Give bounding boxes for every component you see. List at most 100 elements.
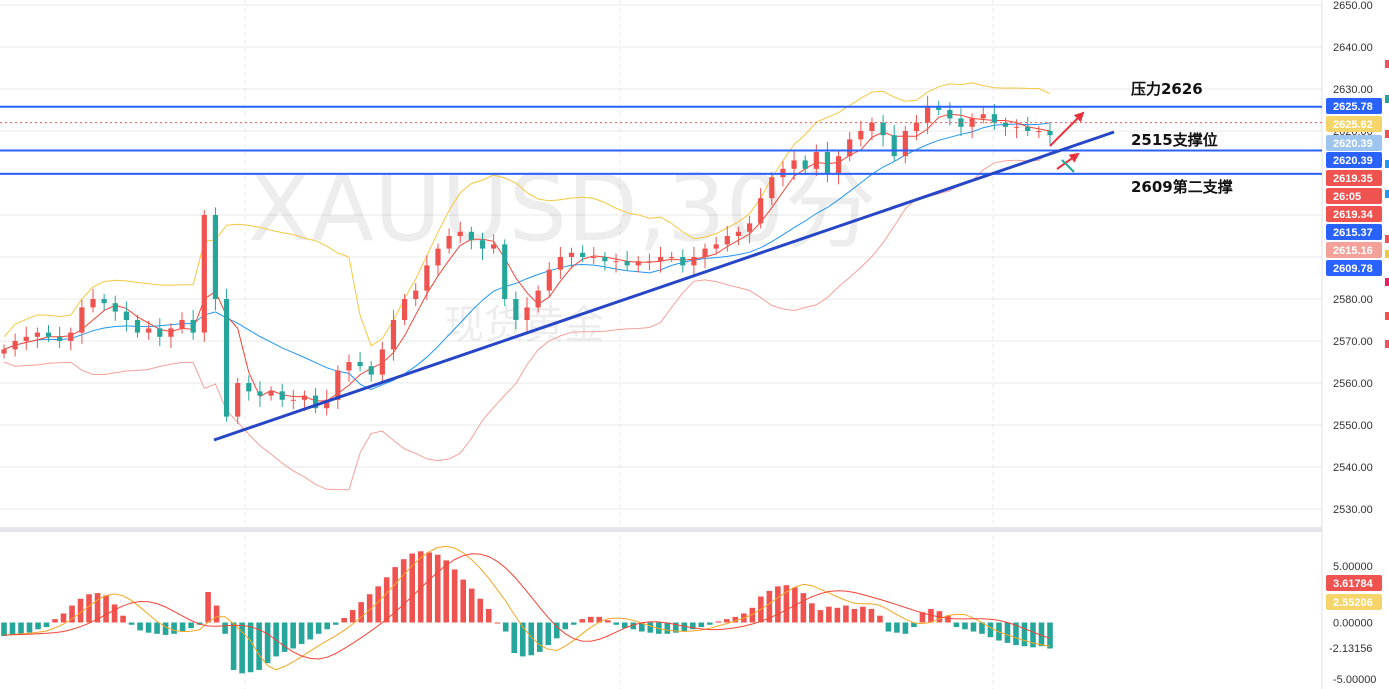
macd-bar (664, 622, 671, 634)
macd-bar (783, 585, 790, 623)
candle-body (546, 269, 552, 291)
macd-bar (341, 617, 347, 623)
macd-bar (953, 622, 960, 628)
macd-bar (698, 622, 705, 628)
ma-fast (3, 113, 1051, 402)
candle-body (835, 156, 842, 173)
candle-body (246, 383, 252, 392)
candle-body (157, 328, 163, 337)
macd-bar (434, 554, 441, 623)
macd-bar (809, 603, 815, 623)
macd-bar (596, 616, 603, 623)
macd-bar (213, 605, 220, 623)
macd-bar (1, 622, 7, 637)
macd-bar (766, 590, 773, 623)
macd-bar (690, 622, 696, 630)
candle-body (824, 152, 831, 173)
macd-bar (647, 622, 654, 633)
price-tick-label: 2570.00 (1333, 336, 1373, 348)
candle-body (212, 215, 219, 299)
macd-bar (468, 588, 475, 623)
candle-body (947, 110, 953, 119)
candle-body (257, 391, 263, 396)
macd-bar (1047, 622, 1053, 649)
trendline[interactable] (213, 130, 1115, 442)
macd-bar (979, 622, 985, 634)
macd-tag (1326, 594, 1382, 610)
candle-body (568, 252, 575, 257)
pane-separator[interactable] (0, 527, 1322, 532)
macd-bar (630, 622, 637, 630)
candle-body (223, 299, 230, 417)
macd-panel (1, 545, 1053, 674)
price-tag (1326, 152, 1382, 168)
candle-body (457, 231, 463, 236)
edge-marker (1385, 130, 1389, 138)
trendline-main[interactable] (213, 130, 1115, 442)
macd-bar (902, 622, 909, 634)
macd-bar (154, 622, 160, 634)
candle-body (646, 261, 653, 263)
macd-bar (894, 622, 900, 633)
horizontal-levels[interactable] (0, 105, 1322, 175)
candle-body (680, 257, 686, 266)
macd-bar (604, 620, 611, 623)
macd-bar (502, 622, 509, 632)
arrow-down (1061, 159, 1075, 173)
edge-marker (1385, 340, 1389, 348)
macd-bar (26, 622, 33, 633)
candle-body (847, 139, 853, 157)
candle-body (379, 349, 385, 375)
arrow-up-1 (1049, 111, 1085, 147)
macd-tag-label: 2.55206 (1333, 597, 1373, 609)
macd-bar (775, 586, 781, 623)
candle-body (813, 152, 819, 169)
macd-bar (460, 579, 467, 623)
price-tag (1326, 135, 1382, 151)
candle-body (23, 336, 29, 341)
candle-body (312, 395, 319, 409)
candle-body (146, 328, 152, 333)
macd-tick-label: -5.00000 (1333, 674, 1376, 686)
macd-bar (230, 622, 237, 670)
price-tag-label: 2615.16 (1333, 245, 1373, 257)
candle-body (90, 299, 96, 308)
price-tick-label: 2650.00 (1333, 0, 1373, 12)
candle-body (68, 332, 74, 341)
candle-body (279, 391, 285, 400)
macd-bar (868, 608, 875, 623)
macd-bar (749, 607, 756, 623)
candle-body (580, 252, 586, 257)
edge-marker (1385, 235, 1389, 243)
projection-arrows (1049, 111, 1085, 173)
candle-body (535, 290, 541, 308)
candle-body (324, 399, 330, 409)
price-tag (1326, 116, 1382, 132)
macd-bar (349, 610, 356, 623)
macd-bar (673, 622, 679, 633)
macd-bar (417, 551, 424, 623)
level-annotations: 压力2626 2515支撑位 2609第二支撑 (1131, 80, 1233, 196)
candle-body (424, 265, 430, 291)
macd-bar (519, 622, 526, 657)
annotation-resistance: 压力2626 (1131, 80, 1203, 98)
macd-bar (732, 616, 739, 623)
price-tag-label: 26:05 (1333, 191, 1361, 203)
candle-body (858, 131, 864, 140)
candle-body (57, 336, 63, 341)
candle-body (624, 261, 630, 266)
candle-body (201, 215, 207, 333)
edge-marker (1385, 250, 1389, 258)
candle-body (45, 332, 52, 337)
candle-body (1025, 126, 1031, 131)
macd-bar (528, 622, 535, 656)
macd-bar (69, 605, 75, 623)
candle-body (769, 177, 775, 199)
macd-bar (375, 586, 381, 623)
macd-bar (383, 577, 390, 623)
candle-body (368, 366, 374, 375)
price-tag (1326, 188, 1382, 204)
candle-body (791, 160, 797, 169)
candle-body (880, 122, 886, 136)
